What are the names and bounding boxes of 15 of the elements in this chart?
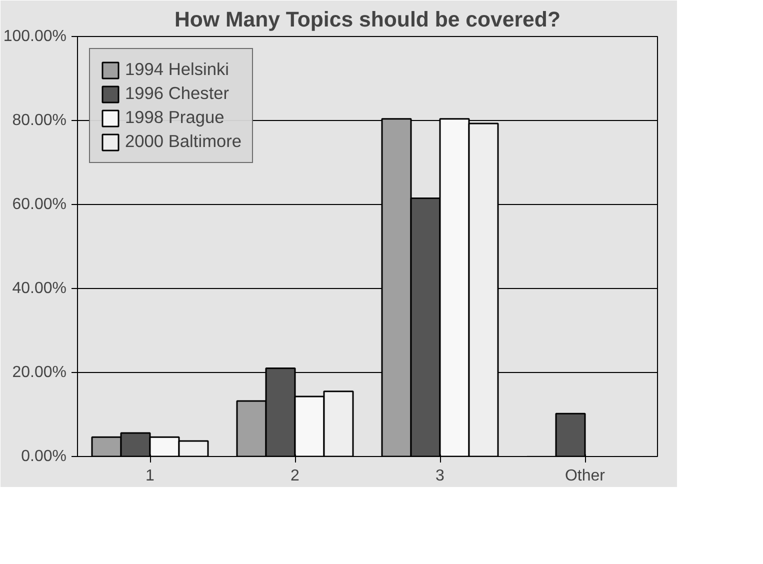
chart-title: How Many Topics should be covered? [174,8,560,32]
y-tick-label: 80.00% [12,112,66,129]
x-tick-label: 1 [146,468,155,484]
y-tick-label: 100.00% [3,28,67,45]
x-tick-label: Other [564,468,606,484]
legend-label: 1998 Prague [125,107,224,128]
y-tick-label: 40.00% [12,280,66,297]
legend-label: 2000 Baltimore [125,131,242,152]
y-tick-label: 60.00% [12,196,66,213]
legend-label: 1996 Chester [125,83,230,104]
y-tick-label: 20.00% [12,364,66,381]
y-tick-label: 0.00% [21,448,67,465]
x-tick-label: 2 [290,468,300,484]
legend-label: 1994 Helsinki [125,59,230,80]
x-tick-label: 3 [436,468,445,484]
